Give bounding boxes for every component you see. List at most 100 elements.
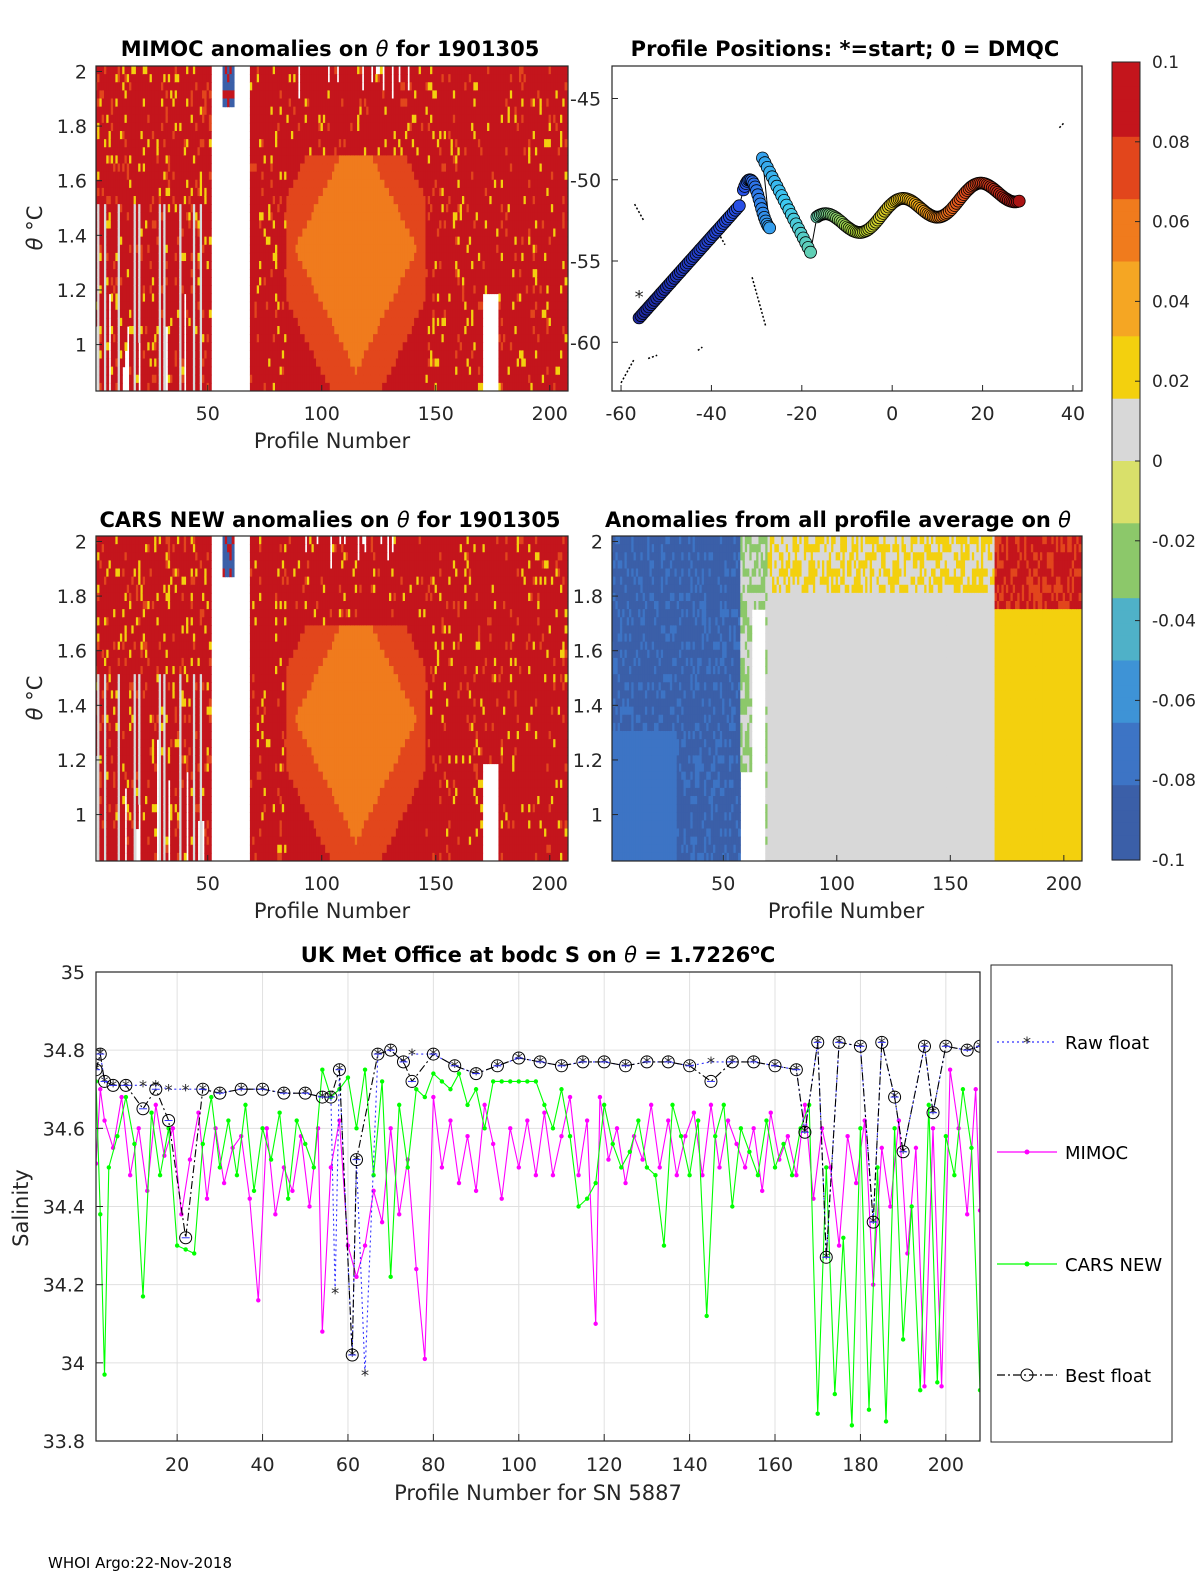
- heatmap-cell: [126, 163, 130, 173]
- heatmap-cell: [188, 139, 192, 148]
- heatmap-cell: [149, 252, 153, 262]
- heatmap-cell: [389, 244, 392, 254]
- heatmap-cell: [343, 114, 347, 124]
- heatmap-cell: [176, 366, 180, 376]
- heatmap-cell: [163, 66, 167, 75]
- heatmap-cell: [265, 171, 269, 181]
- heatmap-cell: [286, 277, 290, 286]
- heatmap-cell: [156, 122, 160, 132]
- heatmap-cell: [357, 285, 360, 295]
- heatmap-cell: [411, 171, 415, 181]
- heatmap-cell: [329, 293, 333, 303]
- heatmap-cell: [277, 204, 281, 213]
- heatmap-cell: [382, 269, 386, 278]
- heatmap-cell: [145, 212, 148, 221]
- heatmap-cell: [322, 236, 326, 246]
- heatmap-cell: [181, 334, 185, 343]
- heatmap-cell: [302, 261, 306, 270]
- heatmap-cell: [263, 90, 267, 100]
- heatmap-cell: [97, 342, 101, 351]
- heatmap-cell: [167, 334, 171, 343]
- heatmap-cell: [332, 163, 335, 173]
- heatmap-cell: [361, 139, 365, 148]
- heatmap-cell: [338, 106, 342, 116]
- heatmap-cell: [176, 293, 180, 303]
- heatmap-cell: [409, 326, 413, 335]
- heatmap-cell: [131, 261, 135, 270]
- heatmap-cell: [320, 334, 324, 343]
- heatmap-cell: [359, 90, 363, 100]
- heatmap-cell: [391, 261, 395, 270]
- heatmap-cell: [186, 309, 189, 319]
- heatmap-cell: [361, 350, 365, 360]
- heatmap-cell: [188, 334, 192, 343]
- heatmap-cell: [101, 122, 105, 132]
- heatmap-cell: [192, 374, 196, 384]
- heatmap-cell: [343, 220, 347, 230]
- heatmap-cell: [404, 326, 408, 335]
- heatmap-cell: [325, 317, 329, 327]
- heatmap-cell: [172, 350, 176, 360]
- heatmap-cell: [316, 114, 319, 124]
- heatmap-cell: [295, 122, 299, 132]
- heatmap-cell: [384, 163, 388, 173]
- heatmap-cell: [142, 220, 146, 230]
- heatmap-cell: [382, 196, 386, 205]
- heatmap-cell: [272, 114, 276, 124]
- heatmap-cell: [402, 163, 406, 173]
- heatmap-cell: [343, 269, 347, 278]
- heatmap-cell: [311, 179, 315, 189]
- heatmap-cell: [96, 277, 98, 286]
- heatmap-cell: [375, 90, 379, 100]
- heatmap-cell: [290, 317, 294, 327]
- heatmap-cell: [398, 163, 402, 173]
- heatmap-cell: [322, 171, 326, 181]
- heatmap-cell: [286, 220, 290, 230]
- heatmap-cell: [366, 350, 370, 360]
- heatmap-cell: [313, 236, 317, 246]
- heatmap-cell: [204, 326, 208, 335]
- heatmap-cell: [113, 196, 116, 205]
- heatmap-cell: [117, 350, 121, 360]
- heatmap-cell: [204, 74, 208, 83]
- heatmap-cell: [270, 236, 274, 246]
- heatmap-cell: [370, 131, 374, 140]
- heatmap-cell: [252, 212, 256, 221]
- heatmap-cell: [145, 163, 148, 173]
- heatmap-cell: [263, 236, 267, 246]
- heatmap-cell: [179, 147, 183, 156]
- heatmap-cell: [347, 374, 351, 384]
- heatmap-cell: [254, 66, 258, 75]
- heatmap-cell: [133, 122, 137, 132]
- heatmap-cell: [268, 228, 272, 238]
- heatmap-cell: [288, 187, 292, 197]
- heatmap-cell: [325, 82, 329, 91]
- heatmap-cell: [275, 74, 278, 83]
- heatmap-cell: [272, 122, 276, 132]
- heatmap-cell: [295, 374, 299, 384]
- heatmap-cell: [384, 122, 388, 132]
- heatmap-cell: [359, 106, 363, 116]
- heatmap-cell: [124, 293, 128, 303]
- heatmap-cell: [275, 147, 278, 156]
- heatmap-cell: [277, 285, 281, 295]
- heatmap-cell: [389, 350, 392, 360]
- heatmap-cell: [199, 236, 203, 246]
- heatmap-cell: [165, 171, 169, 181]
- heatmap-cell: [110, 244, 114, 254]
- heatmap-cell: [329, 252, 333, 262]
- heatmap-cell: [265, 90, 269, 100]
- heatmap-cell: [418, 74, 422, 83]
- heatmap-cell: [208, 131, 212, 140]
- heatmap-cell: [407, 139, 411, 148]
- heatmap-cell: [416, 236, 420, 246]
- heatmap-cell: [151, 293, 155, 303]
- heatmap-cell: [363, 187, 367, 197]
- heatmap-cell: [338, 139, 342, 148]
- heatmap-cell: [300, 147, 303, 156]
- heatmap-cell: [131, 171, 135, 181]
- heatmap-cell: [263, 350, 267, 360]
- mimoc-heatmap: [96, 66, 568, 391]
- heatmap-cell: [158, 374, 162, 384]
- heatmap-cell: [129, 66, 132, 75]
